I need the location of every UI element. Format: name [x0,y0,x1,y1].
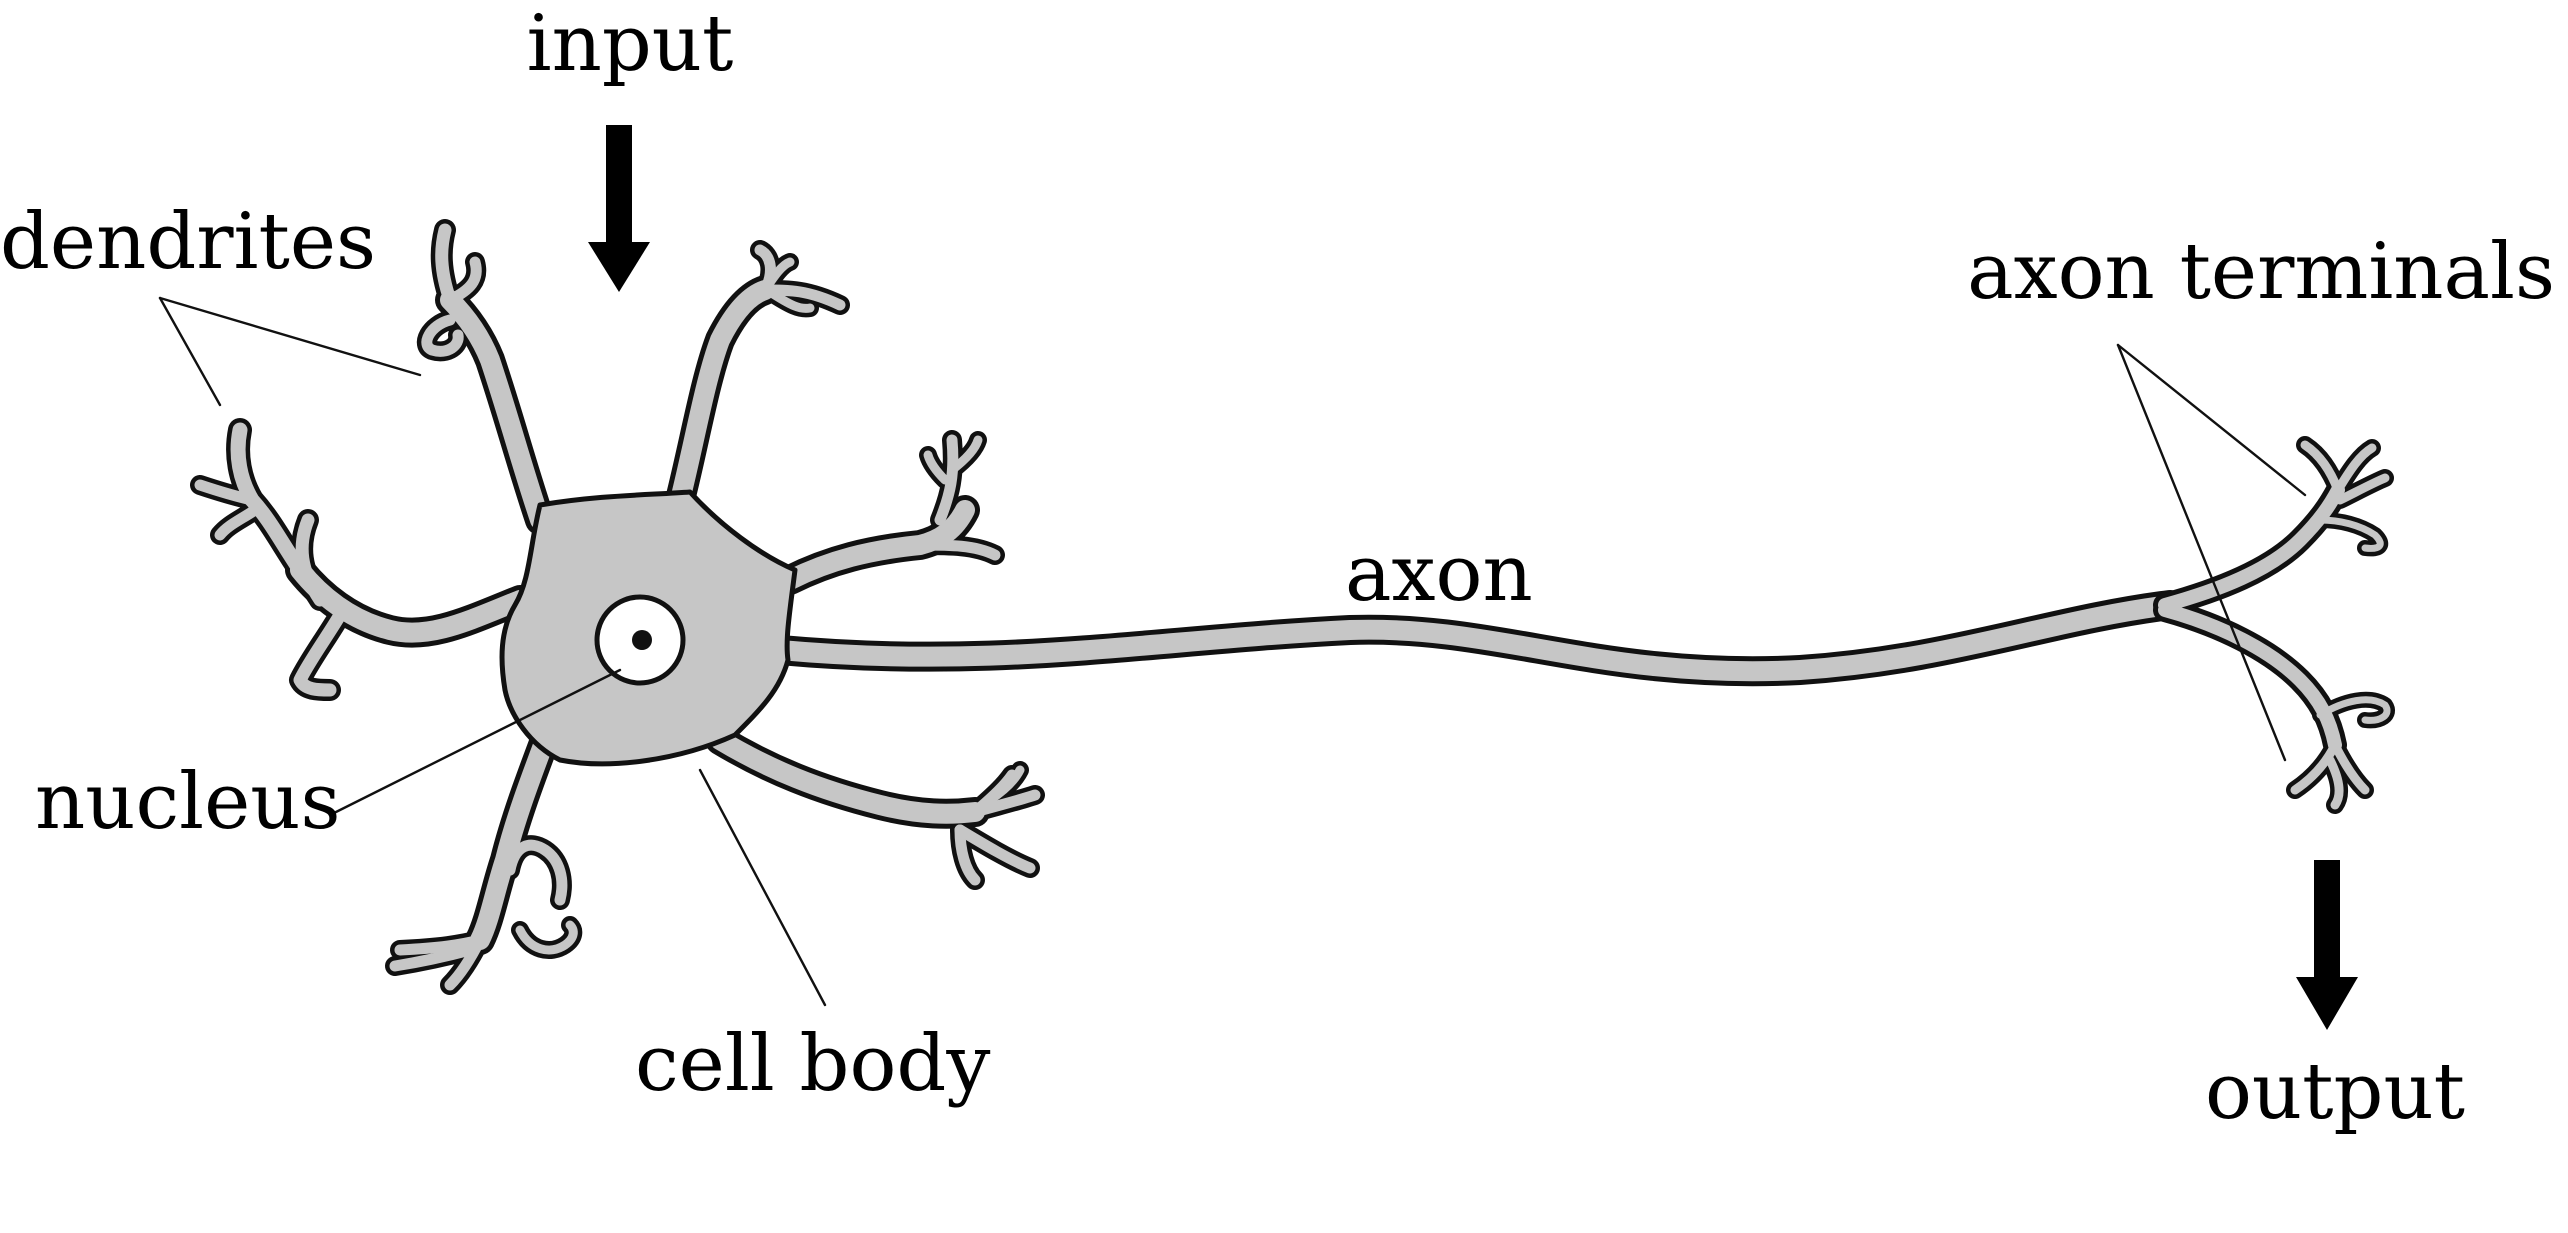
axon-terminals-leader-lower [2118,345,2285,760]
cell-body-label: cell body [635,1019,990,1109]
input-label: input [527,0,734,89]
cell-body-leader [700,770,825,1005]
dendrites-leader-upper [160,298,420,375]
labels: input dendrites nucleus cell body axon a… [0,0,2555,1137]
output-label: output [2205,1047,2465,1137]
axon-terminal-branches [2165,445,2387,805]
nucleus [597,597,683,683]
axon-label: axon [1345,529,1533,619]
axon-terminals-label: axon terminals [1967,227,2555,317]
axon-terminals-leader-upper [2118,345,2305,495]
dendrites-label: dendrites [0,197,376,287]
nucleus-label: nucleus [35,757,341,847]
output-arrow [2296,860,2358,1030]
input-arrow [588,125,650,292]
